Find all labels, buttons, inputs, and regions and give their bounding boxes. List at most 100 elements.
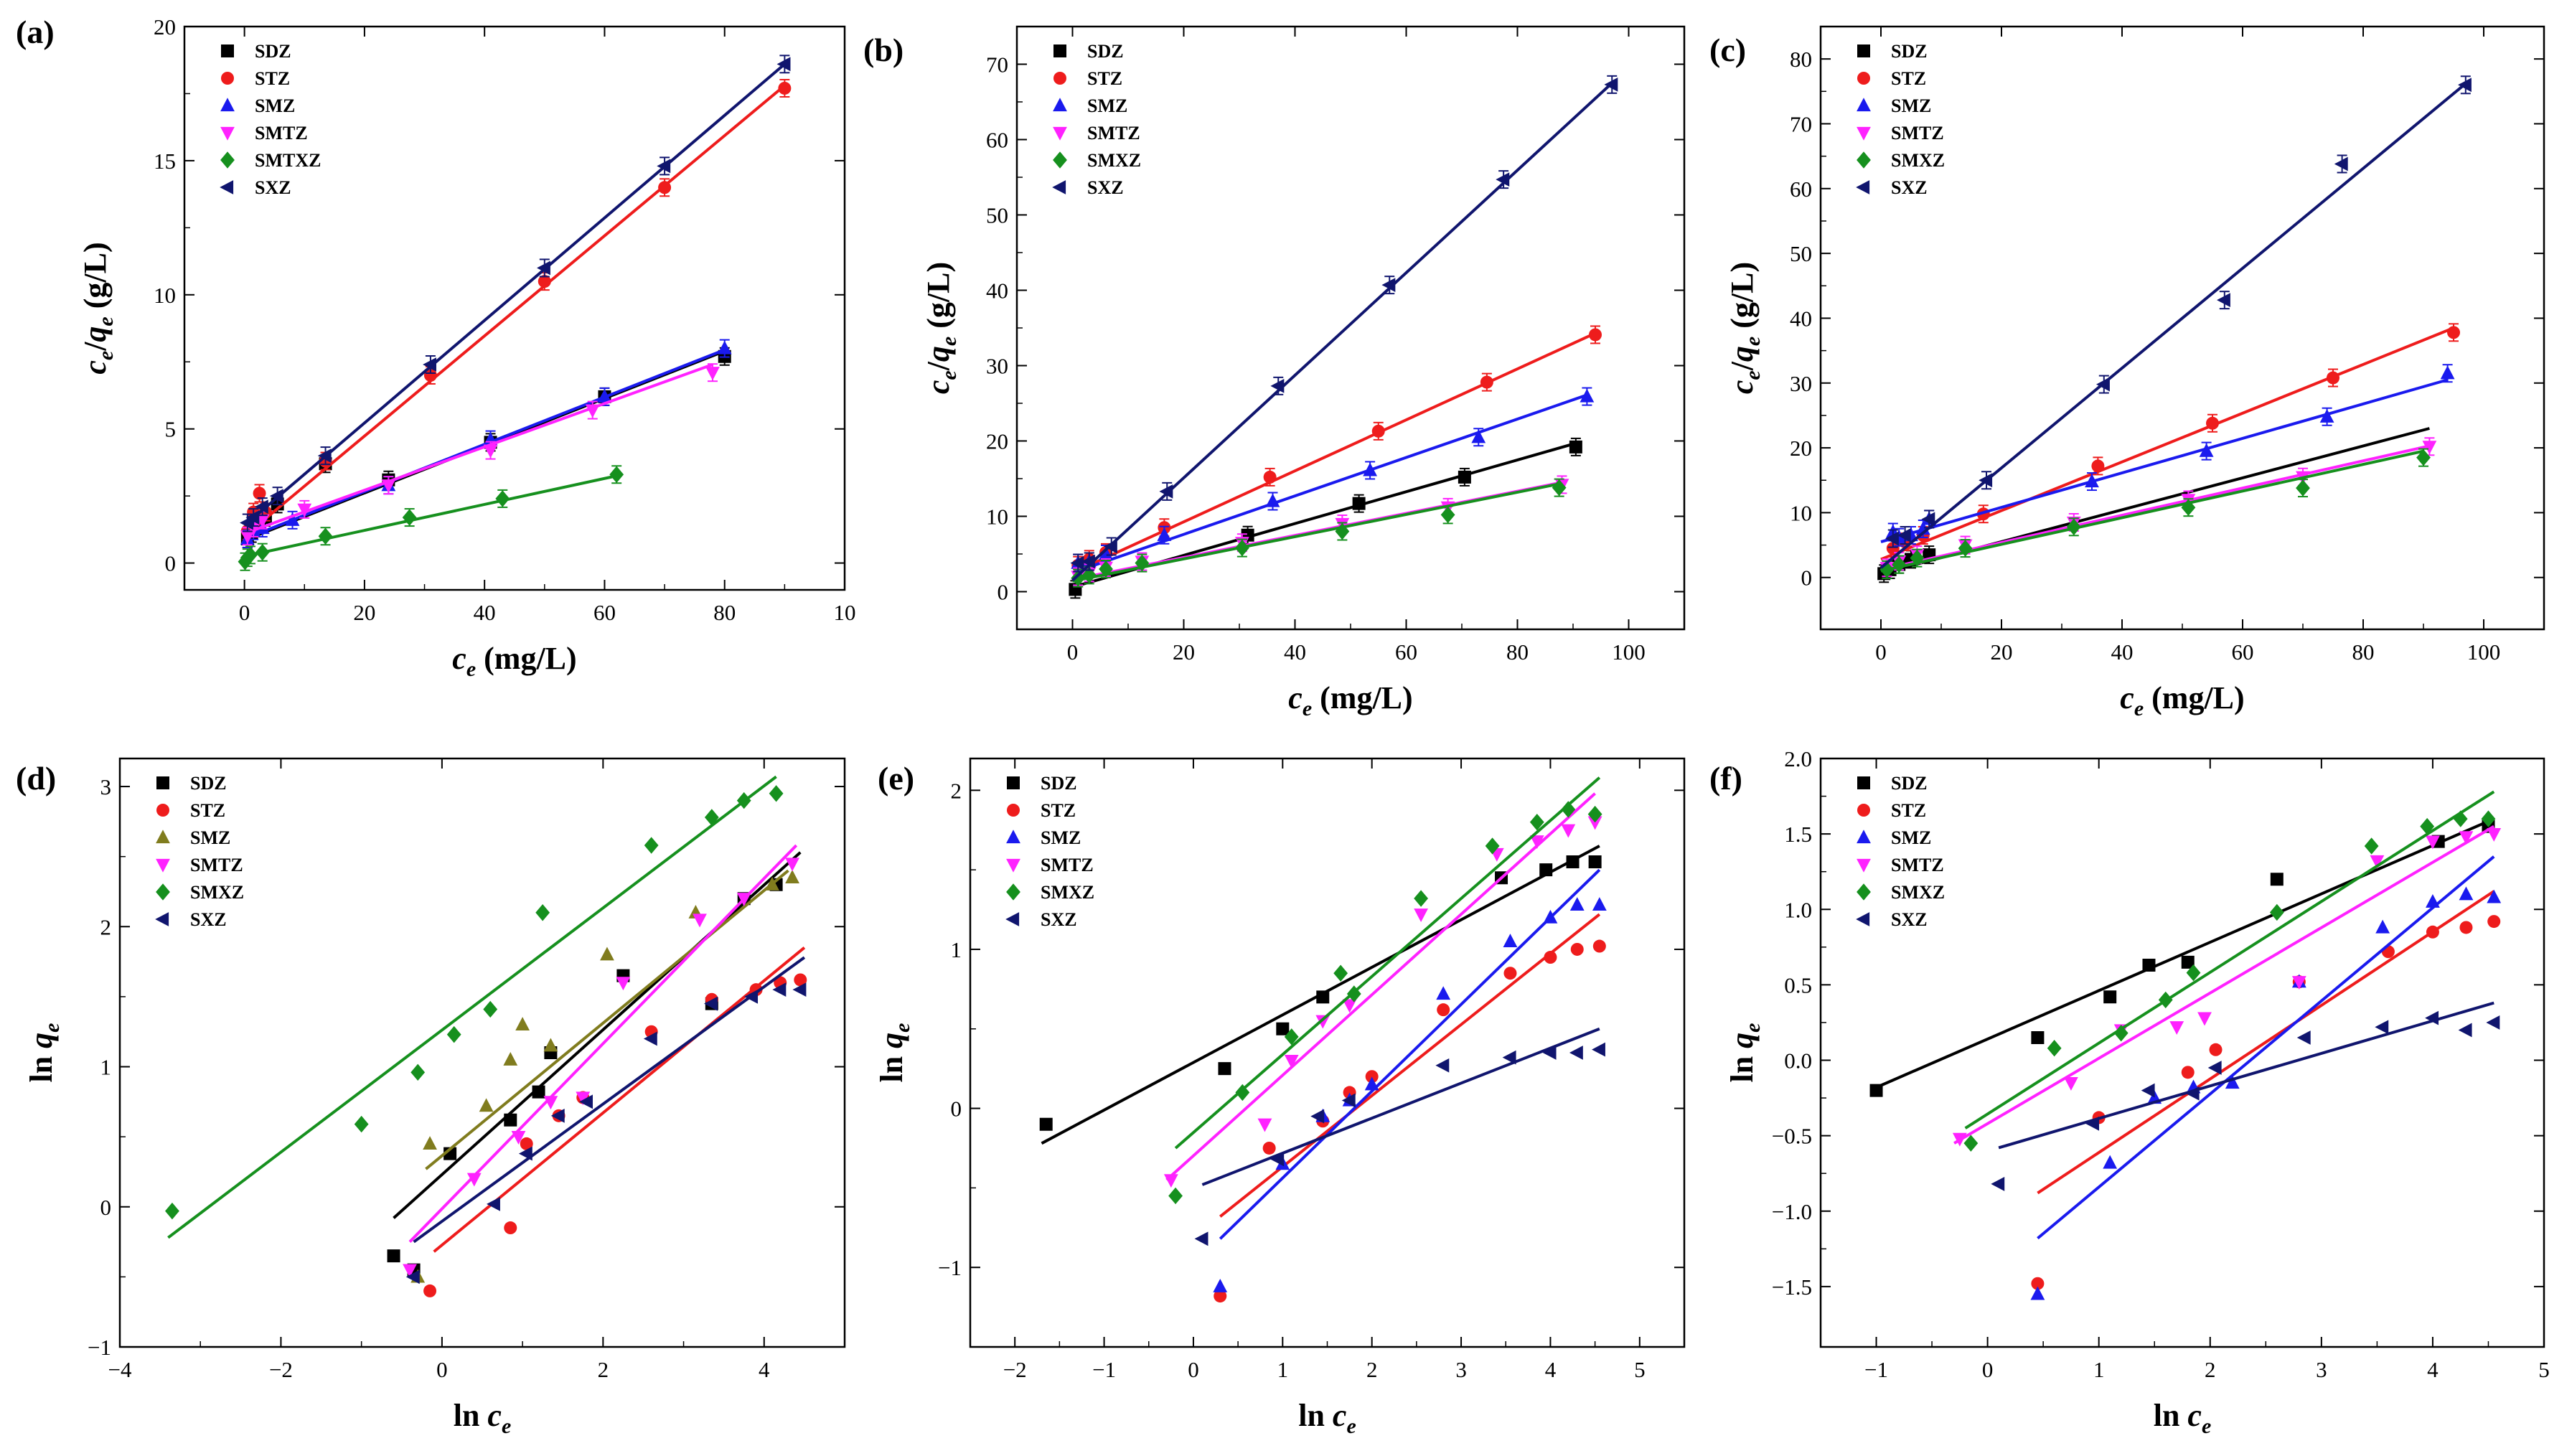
y-tick-label: 30 xyxy=(1790,371,1812,396)
y-tick-label: 0.5 xyxy=(1784,972,1812,997)
legend-entry-smxz: SMXZ xyxy=(1891,150,1945,171)
y-tick-label: 60 xyxy=(1790,177,1812,202)
legend-entry-sxz: SXZ xyxy=(1891,177,1928,198)
series-stz xyxy=(2031,890,2501,1290)
x-tick-label: 2 xyxy=(2205,1357,2216,1382)
data-point xyxy=(402,509,417,526)
series-smz xyxy=(2030,855,2502,1300)
data-point xyxy=(2458,78,2472,93)
data-point xyxy=(744,990,759,1004)
y-axis-title: ln qe​ xyxy=(874,1023,914,1082)
data-point xyxy=(2186,964,2201,982)
y-tick-label: 40 xyxy=(1790,306,1812,331)
data-point xyxy=(1346,985,1361,1002)
x-tick-label: 0 xyxy=(1067,639,1079,664)
series-stz xyxy=(1071,325,1602,575)
series-stz xyxy=(1214,913,1606,1303)
plot-area xyxy=(1869,790,2502,1300)
data-point xyxy=(1589,328,1602,342)
data-point xyxy=(511,1131,526,1145)
legend-entry-sdz: SDZ xyxy=(1891,773,1928,794)
data-point xyxy=(1333,964,1348,982)
plot-area xyxy=(1877,75,2472,583)
data-point xyxy=(2459,886,2474,901)
chart-panel-d: (d) −4 −2 0 2 4 −1 0 1 2 3 ln ce​ ln qe​ SDZ STZ SMZ SMT… xyxy=(16,757,846,1438)
data-point xyxy=(1365,1070,1379,1084)
data-point xyxy=(1566,855,1580,869)
y-tick-label: 40 xyxy=(986,278,1008,304)
data-point xyxy=(1341,1093,1356,1108)
series-smz xyxy=(240,339,732,548)
data-point xyxy=(537,260,550,276)
y-tick-label: 1 xyxy=(951,937,962,962)
fit-line xyxy=(1201,1027,1600,1186)
data-point xyxy=(2334,156,2348,172)
data-point xyxy=(2158,991,2173,1009)
data-point xyxy=(2085,474,2099,488)
y-tick-label: −1.5 xyxy=(1772,1274,1812,1300)
legend-entry-stz: STZ xyxy=(1041,800,1076,821)
legend-entry-smtz: SMTZ xyxy=(1891,123,1944,144)
data-point xyxy=(1588,855,1602,869)
data-point xyxy=(1496,172,1510,187)
data-point xyxy=(1869,1084,1883,1097)
data-point xyxy=(487,1196,500,1211)
data-point xyxy=(1371,424,1385,438)
data-point xyxy=(2296,479,2310,497)
data-point xyxy=(240,530,255,545)
y-tick-label: −1 xyxy=(938,1255,962,1280)
legend-entry-sdz: SDZ xyxy=(1891,41,1928,62)
y-axis-title: ln qe​ xyxy=(1724,1023,1765,1082)
legend-marker xyxy=(220,151,235,169)
data-point xyxy=(1503,934,1518,947)
y-tick-label: 50 xyxy=(1790,241,1812,266)
legend: SDZ STZ SMZ SMTZ SMXZ SXZ xyxy=(1856,773,1945,930)
y-tick-label: −0.5 xyxy=(1772,1124,1812,1149)
y-tick-label: 0 xyxy=(998,580,1009,605)
y-tick-label: 0 xyxy=(1801,565,1813,591)
legend-marker xyxy=(221,44,234,57)
data-point xyxy=(1480,375,1493,389)
data-point xyxy=(2291,976,2306,990)
data-point xyxy=(2447,326,2460,339)
x-tick-label: 2 xyxy=(598,1357,609,1382)
data-point xyxy=(495,490,510,507)
y-tick-label: 50 xyxy=(986,203,1008,228)
legend-marker xyxy=(1857,98,1871,112)
legend-entry-smz: SMZ xyxy=(1087,95,1127,116)
x-tick-label: 3 xyxy=(1455,1357,1467,1382)
data-point xyxy=(2426,835,2440,850)
data-point xyxy=(318,527,333,545)
data-point xyxy=(1587,805,1602,823)
x-tick-label: 40 xyxy=(1284,639,1306,664)
plot-frame xyxy=(118,757,846,1348)
data-point xyxy=(254,499,268,515)
data-point xyxy=(504,1113,517,1127)
data-point xyxy=(785,858,799,872)
data-point xyxy=(2185,1086,2200,1101)
legend-marker xyxy=(220,98,235,112)
legend-marker xyxy=(1857,126,1871,141)
data-point xyxy=(1592,897,1607,911)
fit-line xyxy=(1875,817,2495,1089)
data-point xyxy=(538,275,551,288)
data-point xyxy=(736,792,751,809)
legend-entry-smz: SMZ xyxy=(255,95,295,116)
data-point xyxy=(1471,429,1486,443)
data-point xyxy=(550,1108,565,1123)
data-point xyxy=(1539,863,1553,877)
data-point xyxy=(2169,1021,2184,1035)
legend-marker xyxy=(156,858,170,873)
plot-frame xyxy=(183,25,846,591)
legend-marker xyxy=(220,180,234,194)
x-axis-title: ln ce​ xyxy=(454,1398,512,1438)
legend-entry-sdz: SDZ xyxy=(1041,773,1077,794)
data-point xyxy=(1542,1046,1557,1060)
y-tick-label: 60 xyxy=(986,128,1008,153)
legend-entry-smtz: SMTZ xyxy=(1087,123,1140,144)
data-point xyxy=(2103,990,2117,1004)
y-axis-title: ce​/qe​ (g/L) xyxy=(78,242,118,374)
legend-entry-stz: STZ xyxy=(1087,68,1122,89)
data-point xyxy=(2487,889,2502,903)
legend-marker xyxy=(1053,151,1067,169)
